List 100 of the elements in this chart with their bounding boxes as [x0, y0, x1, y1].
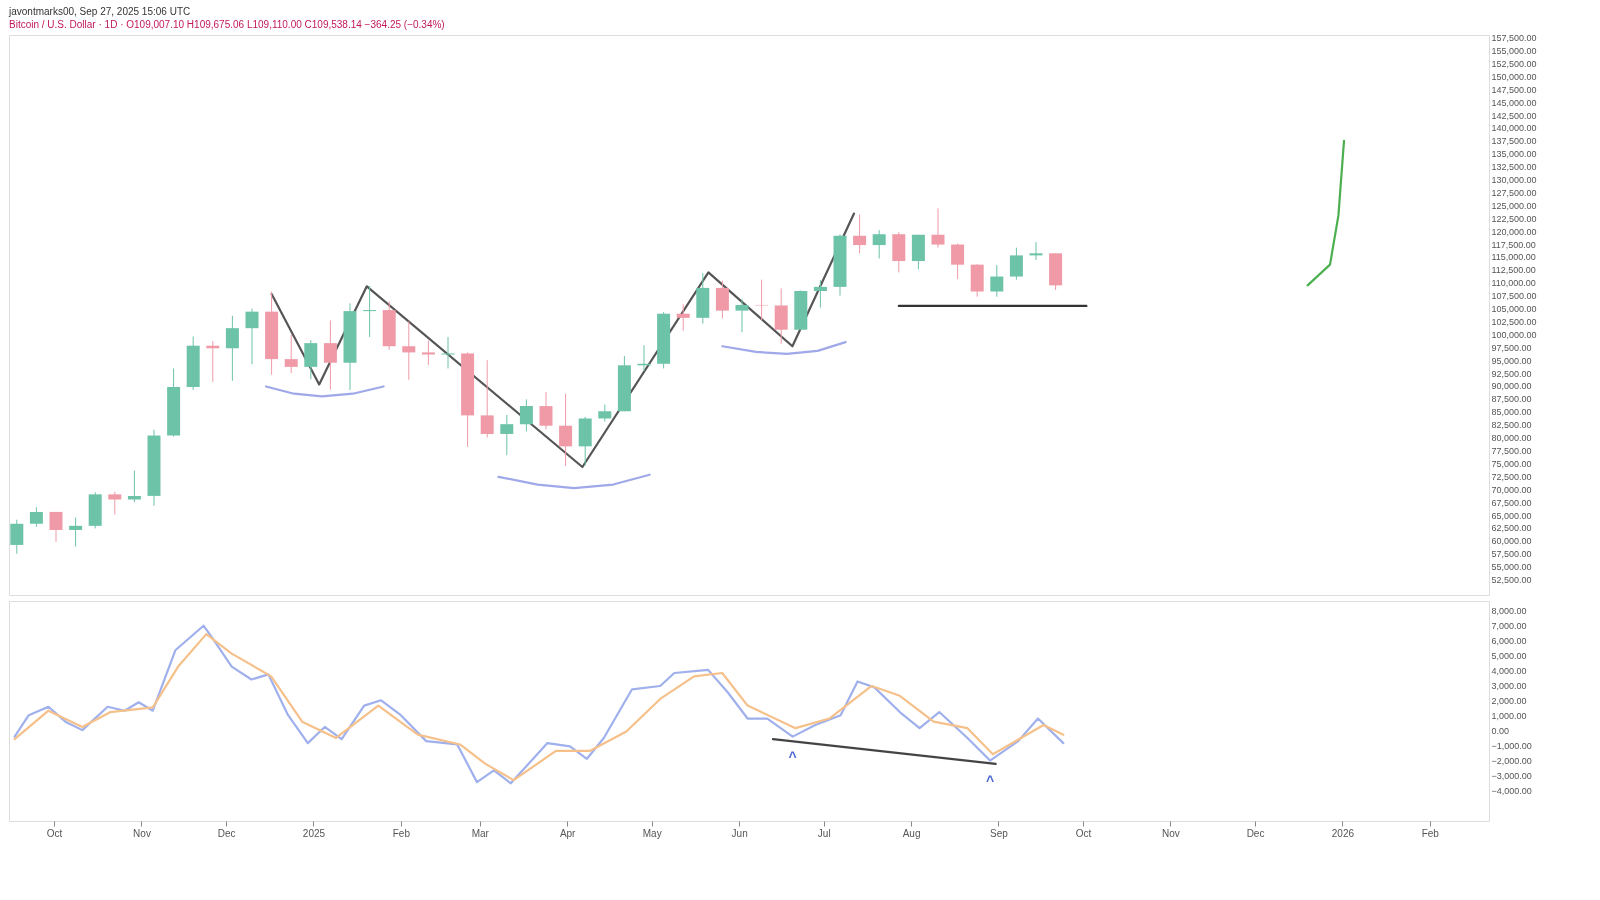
y-tick-label: 95,000.00	[1491, 355, 1532, 366]
candlestick	[559, 393, 573, 467]
x-tick-label: Nov	[1162, 827, 1180, 839]
y-tick-label: 2,000.00	[1491, 695, 1527, 706]
y-tick-label: 0.00	[1491, 726, 1510, 737]
x-tick-label: Dec	[217, 827, 236, 839]
y-tick-label: 5,000.00	[1491, 650, 1527, 661]
candlestick	[735, 298, 749, 333]
annotation: ^	[788, 748, 797, 765]
x-tick-label: Oct	[46, 827, 63, 839]
y-tick-label: 142,500.00	[1491, 110, 1537, 121]
candlestick	[872, 229, 886, 259]
candlestick	[480, 359, 494, 439]
candlestick	[108, 491, 122, 515]
x-tick-label: Mar	[471, 827, 490, 839]
y-tick-label: 115,000.00	[1491, 252, 1536, 263]
x-tick-label: Jun	[731, 827, 748, 839]
candlestick	[931, 207, 945, 249]
y-tick-label: 117,500.00	[1491, 239, 1536, 250]
y-tick-label: 110,000.00	[1491, 278, 1536, 289]
x-tick-label: 2026	[1331, 827, 1355, 839]
y-tick-label: 92,500.00	[1491, 368, 1532, 379]
candlestick	[1029, 241, 1043, 261]
y-tick-label: 147,500.00	[1491, 84, 1537, 95]
y-tick-label: 62,500.00	[1491, 523, 1532, 534]
y-tick-label: 6,000.00	[1491, 635, 1527, 646]
x-tick-label: Jul	[817, 827, 831, 839]
y-tick-label: 8,000.00	[1491, 605, 1527, 616]
y-tick-label: 120,000.00	[1491, 226, 1537, 237]
candlestick	[10, 519, 24, 555]
y-tick-label: 152,500.00	[1491, 58, 1537, 69]
y-tick-label: 77,500.00	[1491, 445, 1532, 456]
x-tick-label: Feb	[1421, 827, 1440, 839]
candlestick	[225, 315, 239, 382]
y-tick-label: 132,500.00	[1491, 162, 1537, 173]
candlestick	[69, 517, 83, 547]
y-tick-label: 125,000.00	[1491, 200, 1537, 211]
candlestick	[304, 339, 318, 380]
x-tick-label: Dec	[1246, 827, 1265, 839]
candlestick	[421, 340, 435, 366]
y-tick-label: 82,500.00	[1491, 420, 1532, 431]
x-tick-label: Sep	[990, 827, 1009, 839]
candlestick	[539, 391, 553, 430]
y-tick-label: 102,500.00	[1491, 316, 1537, 327]
y-tick-label: −3,000.00	[1491, 771, 1532, 782]
y-tick-label: 1,000.00	[1491, 711, 1527, 722]
y-tick-label: 145,000.00	[1491, 97, 1537, 108]
candlestick	[500, 414, 514, 456]
x-tick-label: 2025	[302, 827, 326, 839]
candlestick	[853, 214, 867, 254]
y-tick-label: −1,000.00	[1491, 741, 1532, 752]
y-tick-label: 7,000.00	[1491, 620, 1527, 631]
y-tick-label: 75,000.00	[1491, 458, 1532, 469]
y-tick-label: 137,500.00	[1491, 136, 1537, 147]
y-tick-label: 100,000.00	[1491, 329, 1537, 340]
y-tick-label: 67,500.00	[1491, 497, 1532, 508]
y-tick-label: 155,000.00	[1491, 45, 1537, 56]
y-tick-label: 60,000.00	[1491, 536, 1532, 547]
y-tick-label: 65,000.00	[1491, 510, 1532, 521]
y-tick-label: −4,000.00	[1491, 786, 1532, 797]
candlestick	[676, 303, 690, 332]
y-tick-label: 85,000.00	[1491, 407, 1532, 418]
y-tick-label: 105,000.00	[1491, 304, 1537, 315]
line-series	[1306, 139, 1346, 287]
y-tick-label: 4,000.00	[1491, 665, 1527, 676]
x-tick-label: Feb	[392, 827, 411, 839]
line-series	[497, 473, 651, 490]
x-tick-label: Aug	[902, 827, 921, 839]
y-tick-label: 157,500.00	[1491, 33, 1537, 44]
y-tick-label: 3,000.00	[1491, 680, 1527, 691]
candlestick	[127, 470, 141, 503]
x-tick-label: Oct	[1075, 827, 1092, 839]
x-tick-label: Apr	[559, 827, 577, 839]
y-tick-label: 107,500.00	[1491, 291, 1537, 302]
y-tick-label: 70,000.00	[1491, 484, 1532, 495]
candlestick	[363, 285, 377, 338]
candlestick	[284, 334, 298, 374]
candlestick	[951, 243, 965, 280]
candlestick	[990, 264, 1004, 298]
y-tick-label: 135,000.00	[1491, 149, 1537, 160]
annotation: ^	[985, 772, 995, 789]
y-tick-label: 127,500.00	[1491, 187, 1537, 198]
y-tick-label: 112,500.00	[1491, 265, 1536, 276]
y-tick-label: 97,500.00	[1491, 342, 1532, 353]
candlestick	[715, 280, 729, 319]
x-tick-label: Nov	[133, 827, 151, 839]
x-tick-label: May	[642, 827, 662, 839]
candlestick	[519, 398, 533, 432]
y-tick-label: 55,000.00	[1491, 562, 1532, 573]
y-tick-label: 52,500.00	[1491, 575, 1532, 586]
y-tick-label: 130,000.00	[1491, 175, 1537, 186]
candlestick	[245, 308, 259, 365]
y-tick-label: 87,500.00	[1491, 394, 1532, 405]
y-tick-label: 90,000.00	[1491, 381, 1532, 392]
y-tick-label: 80,000.00	[1491, 433, 1532, 444]
line-series	[721, 341, 847, 356]
candlestick	[1009, 247, 1023, 281]
y-tick-label: 122,500.00	[1491, 213, 1537, 224]
candlestick	[323, 319, 337, 391]
y-tick-label: 57,500.00	[1491, 549, 1532, 560]
